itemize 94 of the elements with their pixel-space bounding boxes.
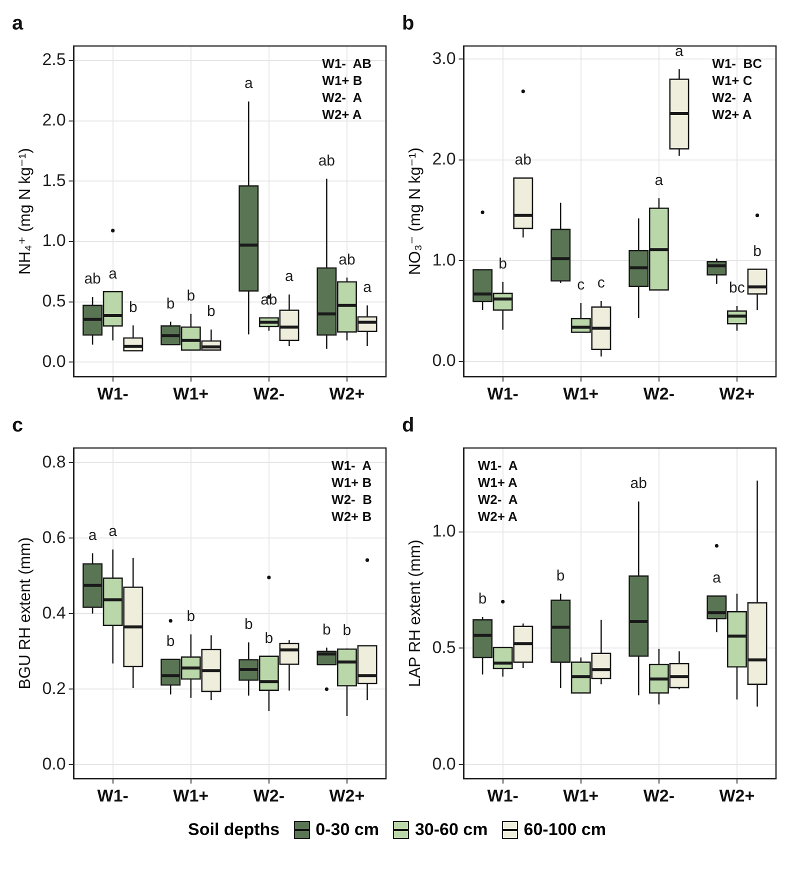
- text: bc: [729, 280, 745, 297]
- annotation: W1+ B: [322, 73, 362, 88]
- text: a: [654, 172, 664, 189]
- x-tick-label: W2-: [253, 786, 285, 806]
- text: b: [342, 622, 352, 640]
- text: ab: [630, 475, 647, 492]
- annotation: W1- A: [332, 458, 372, 474]
- x-tick-label: W1+: [173, 384, 209, 404]
- y-tick-label: 0.0: [42, 754, 66, 774]
- x-tick-label: W2-: [643, 384, 675, 404]
- y-tick-label: 1.5: [42, 170, 66, 190]
- x-tick-label: W1+: [173, 786, 209, 806]
- text: a: [285, 268, 294, 286]
- text: ab: [318, 152, 336, 170]
- text: a: [675, 42, 684, 60]
- y-tick-label: 0.0: [432, 754, 456, 774]
- chart-title: a: [12, 12, 24, 35]
- x-tick-label: W2-: [253, 384, 285, 404]
- y-axis-title: LAP RH extent (mm): [407, 540, 424, 687]
- annotation: W2+ B: [332, 509, 372, 524]
- annotation: W2- B: [332, 492, 372, 508]
- x-tick-label: W1-: [97, 786, 128, 806]
- chart-title: d: [402, 414, 414, 437]
- annotation: W2+ A: [322, 107, 362, 122]
- annotation: W1- BC: [712, 56, 763, 72]
- annotation: W1+ B: [332, 475, 372, 490]
- annotation: W1+ A: [478, 475, 518, 490]
- annotation: W2- A: [478, 492, 518, 508]
- annotation: W2- A: [712, 90, 753, 106]
- y-tick-label: 0.6: [42, 528, 66, 547]
- text: b: [244, 616, 253, 633]
- text: ab: [84, 270, 101, 288]
- text: ab: [338, 251, 356, 268]
- annotation: W2+ A: [478, 509, 518, 524]
- annotation: W1- A: [478, 458, 518, 474]
- text: ab: [514, 152, 532, 169]
- annotation: W1- AB: [322, 56, 372, 72]
- y-tick-label: 0.5: [42, 291, 66, 310]
- x-tick-label: W2+: [329, 384, 365, 404]
- y-tick-label: 2.0: [42, 110, 66, 130]
- y-tick-label: 2.0: [432, 150, 456, 169]
- text: a: [244, 75, 253, 92]
- y-tick-label: 0.0: [432, 351, 456, 370]
- chart-title: b: [402, 12, 414, 35]
- text: b: [186, 288, 196, 304]
- text: b: [166, 632, 175, 650]
- chart-title: c: [12, 414, 24, 437]
- legend-label: 60-100 cm: [524, 820, 606, 840]
- y-tick-label: 3.0: [432, 48, 456, 68]
- y-axis-title: NH₄⁺ (mg N kg⁻¹): [17, 148, 34, 275]
- text: b: [186, 608, 196, 626]
- x-tick-label: W2+: [719, 786, 755, 806]
- y-tick-label: 0.2: [42, 678, 66, 698]
- x-tick-label: W1-: [487, 786, 518, 806]
- text: c: [597, 274, 605, 292]
- y-axis-title: BGU RH extent (mm): [17, 537, 34, 690]
- text: b: [556, 567, 565, 584]
- y-tick-label: 0.8: [42, 452, 66, 472]
- y-axis-title: NO₃⁻ (mg N kg⁻¹): [407, 148, 424, 276]
- text: a: [712, 570, 721, 587]
- x-tick-label: W1-: [97, 384, 128, 404]
- legend-title: Soil depths: [188, 820, 280, 840]
- y-tick-label: 0.5: [432, 638, 456, 657]
- text: a: [88, 526, 97, 544]
- text: b: [478, 590, 487, 608]
- text: a: [363, 279, 372, 296]
- x-tick-label: W2-: [643, 786, 675, 806]
- text: a: [108, 265, 118, 282]
- y-tick-label: 0.0: [42, 352, 66, 371]
- annotation: W2+ A: [712, 107, 752, 122]
- text: b: [753, 242, 762, 260]
- x-tick-label: W1-: [487, 384, 518, 404]
- x-tick-label: W1+: [563, 786, 599, 806]
- text: c: [577, 276, 585, 294]
- legend-label: 0-30 cm: [316, 820, 379, 840]
- text: b: [128, 298, 138, 316]
- text: b: [498, 255, 508, 272]
- legend-label: 30-60 cm: [414, 820, 488, 840]
- text: b: [166, 295, 175, 312]
- x-tick-label: W2+: [329, 786, 365, 806]
- text: a: [108, 523, 118, 540]
- x-tick-label: W1+: [563, 384, 599, 404]
- y-tick-label: 1.0: [432, 250, 456, 270]
- text: b: [264, 630, 274, 647]
- annotation: W1+ C: [712, 73, 753, 88]
- text: b: [322, 621, 331, 638]
- y-tick-label: 1.0: [432, 522, 456, 540]
- y-tick-label: 1.0: [42, 231, 66, 250]
- y-tick-label: 2.5: [42, 50, 66, 70]
- text: b: [207, 303, 216, 320]
- x-tick-label: W2+: [719, 384, 755, 404]
- annotation: W2- A: [322, 90, 363, 106]
- y-tick-label: 0.4: [42, 603, 66, 622]
- text: ab: [260, 291, 278, 308]
